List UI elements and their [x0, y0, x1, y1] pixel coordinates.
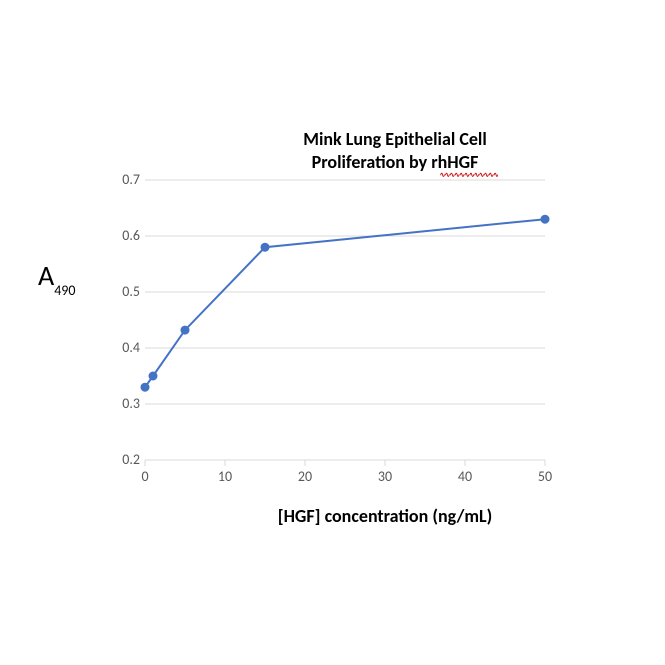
grid-lines — [145, 180, 545, 460]
data-marker — [261, 243, 269, 251]
plot-area: 0.2 0.3 0.4 0.5 0.6 0.7 0 10 20 30 40 50 — [95, 120, 565, 520]
x-tick-label: 40 — [450, 468, 480, 485]
chart-container: 0.2 0.3 0.4 0.5 0.6 0.7 0 10 20 30 40 50 — [95, 120, 565, 520]
data-series — [141, 215, 549, 391]
y-tick-label: 0.7 — [100, 171, 140, 188]
data-marker — [181, 326, 189, 334]
y-axis-label-main: A — [38, 258, 54, 293]
x-tick-label: 10 — [210, 468, 240, 485]
y-tick-label: 0.4 — [100, 339, 140, 356]
data-line — [145, 219, 545, 387]
x-tick-label: 30 — [370, 468, 400, 485]
y-tick-label: 0.3 — [100, 395, 140, 412]
y-tick-label: 0.5 — [100, 283, 140, 300]
x-tick-label: 0 — [130, 468, 160, 485]
data-marker — [141, 383, 149, 391]
x-axis-label: [HGF] concentration (ng/mL) — [185, 505, 585, 527]
data-marker — [541, 215, 549, 223]
chart-svg — [95, 120, 565, 520]
y-axis-label-sub: 490 — [54, 282, 75, 299]
x-tick-label: 20 — [290, 468, 320, 485]
y-axis-label: A490 — [38, 258, 76, 293]
y-tick-label: 0.2 — [100, 451, 140, 468]
y-tick-label: 0.6 — [100, 227, 140, 244]
data-marker — [149, 372, 157, 380]
x-tick-label: 50 — [530, 468, 560, 485]
axis-lines — [145, 460, 545, 466]
